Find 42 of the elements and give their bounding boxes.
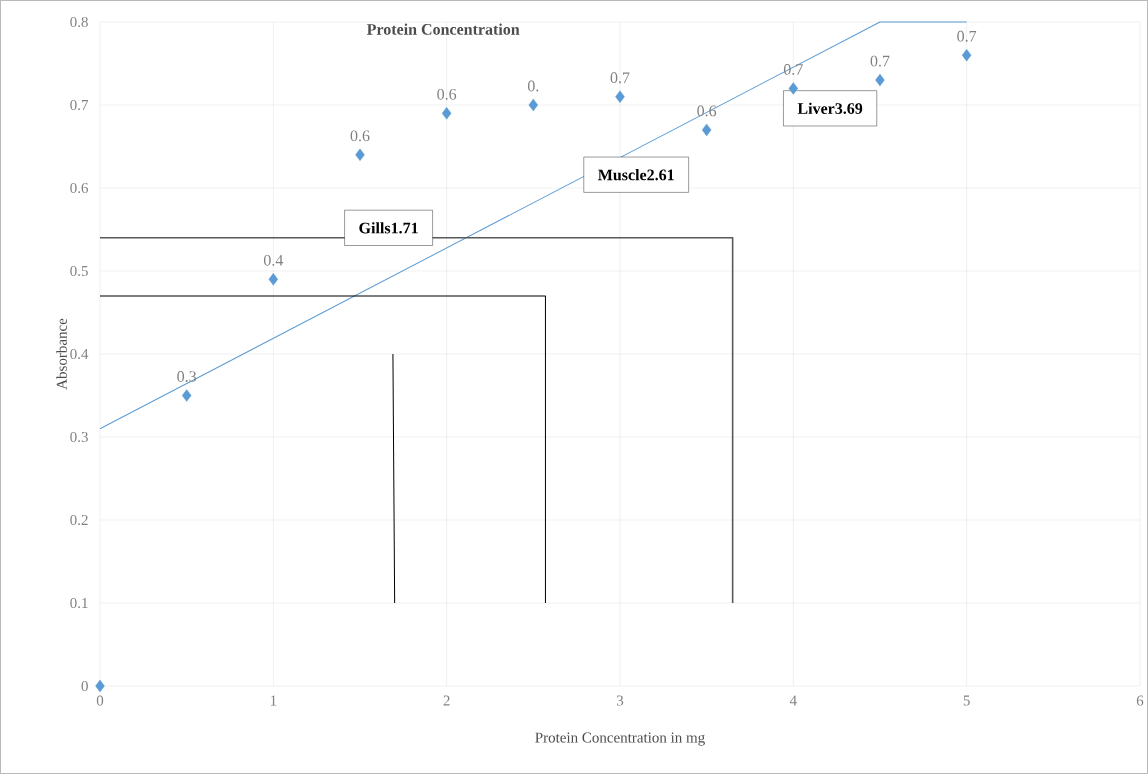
annotation: Gills1.71 xyxy=(359,222,418,234)
x-tick-label: 4 xyxy=(789,695,797,706)
point xyxy=(615,90,625,103)
x-axis-title: Protein Concentration in mg xyxy=(535,732,705,746)
x-tick-label: 0 xyxy=(96,695,104,706)
y-tick-label: 0 xyxy=(81,680,88,692)
point xyxy=(95,679,105,693)
point xyxy=(528,98,539,112)
x-tick-label: 1 xyxy=(270,695,277,706)
x-tick-label: 6 xyxy=(1136,695,1144,706)
y-tick-label: 0.6 xyxy=(70,182,89,194)
y-tick-label: 0.1 xyxy=(70,597,88,609)
y-tick-label: 0.8 xyxy=(70,16,88,28)
annotation: 0.7 xyxy=(957,30,977,42)
x-tick-label: 5 xyxy=(963,695,970,706)
y-tick-label: 0.5 xyxy=(70,265,88,277)
point xyxy=(355,148,365,161)
chart-title: Protein Concentration xyxy=(366,23,520,35)
annotation: 0.3 xyxy=(177,371,197,382)
annotation: 0.7 xyxy=(870,55,890,67)
y-axis-title: Absorbance xyxy=(56,318,67,390)
annotation: 0.4 xyxy=(263,254,284,266)
point xyxy=(181,389,192,402)
point xyxy=(961,49,972,62)
point xyxy=(701,123,712,137)
y-tick-label: 0.3 xyxy=(70,431,88,443)
point xyxy=(268,273,279,286)
annotation: Muscle2.61 xyxy=(598,169,674,181)
point xyxy=(875,73,885,87)
point xyxy=(788,82,799,95)
annotation: 0.7 xyxy=(783,64,803,75)
annotation: 0.6 xyxy=(350,130,370,142)
annotation: 0. xyxy=(527,80,539,92)
annotation: 0.6 xyxy=(437,88,457,100)
annotation: 0.7 xyxy=(610,72,630,84)
x-tick-label: 2 xyxy=(443,695,450,706)
annotation: Liver3.69 xyxy=(797,102,863,114)
x-tick-label: 3 xyxy=(616,695,624,706)
point xyxy=(441,107,452,120)
y-tick-label: 0.4 xyxy=(70,348,89,360)
y-tick-label: 0.2 xyxy=(70,514,88,526)
y-tick-label: 0.7 xyxy=(70,99,89,111)
